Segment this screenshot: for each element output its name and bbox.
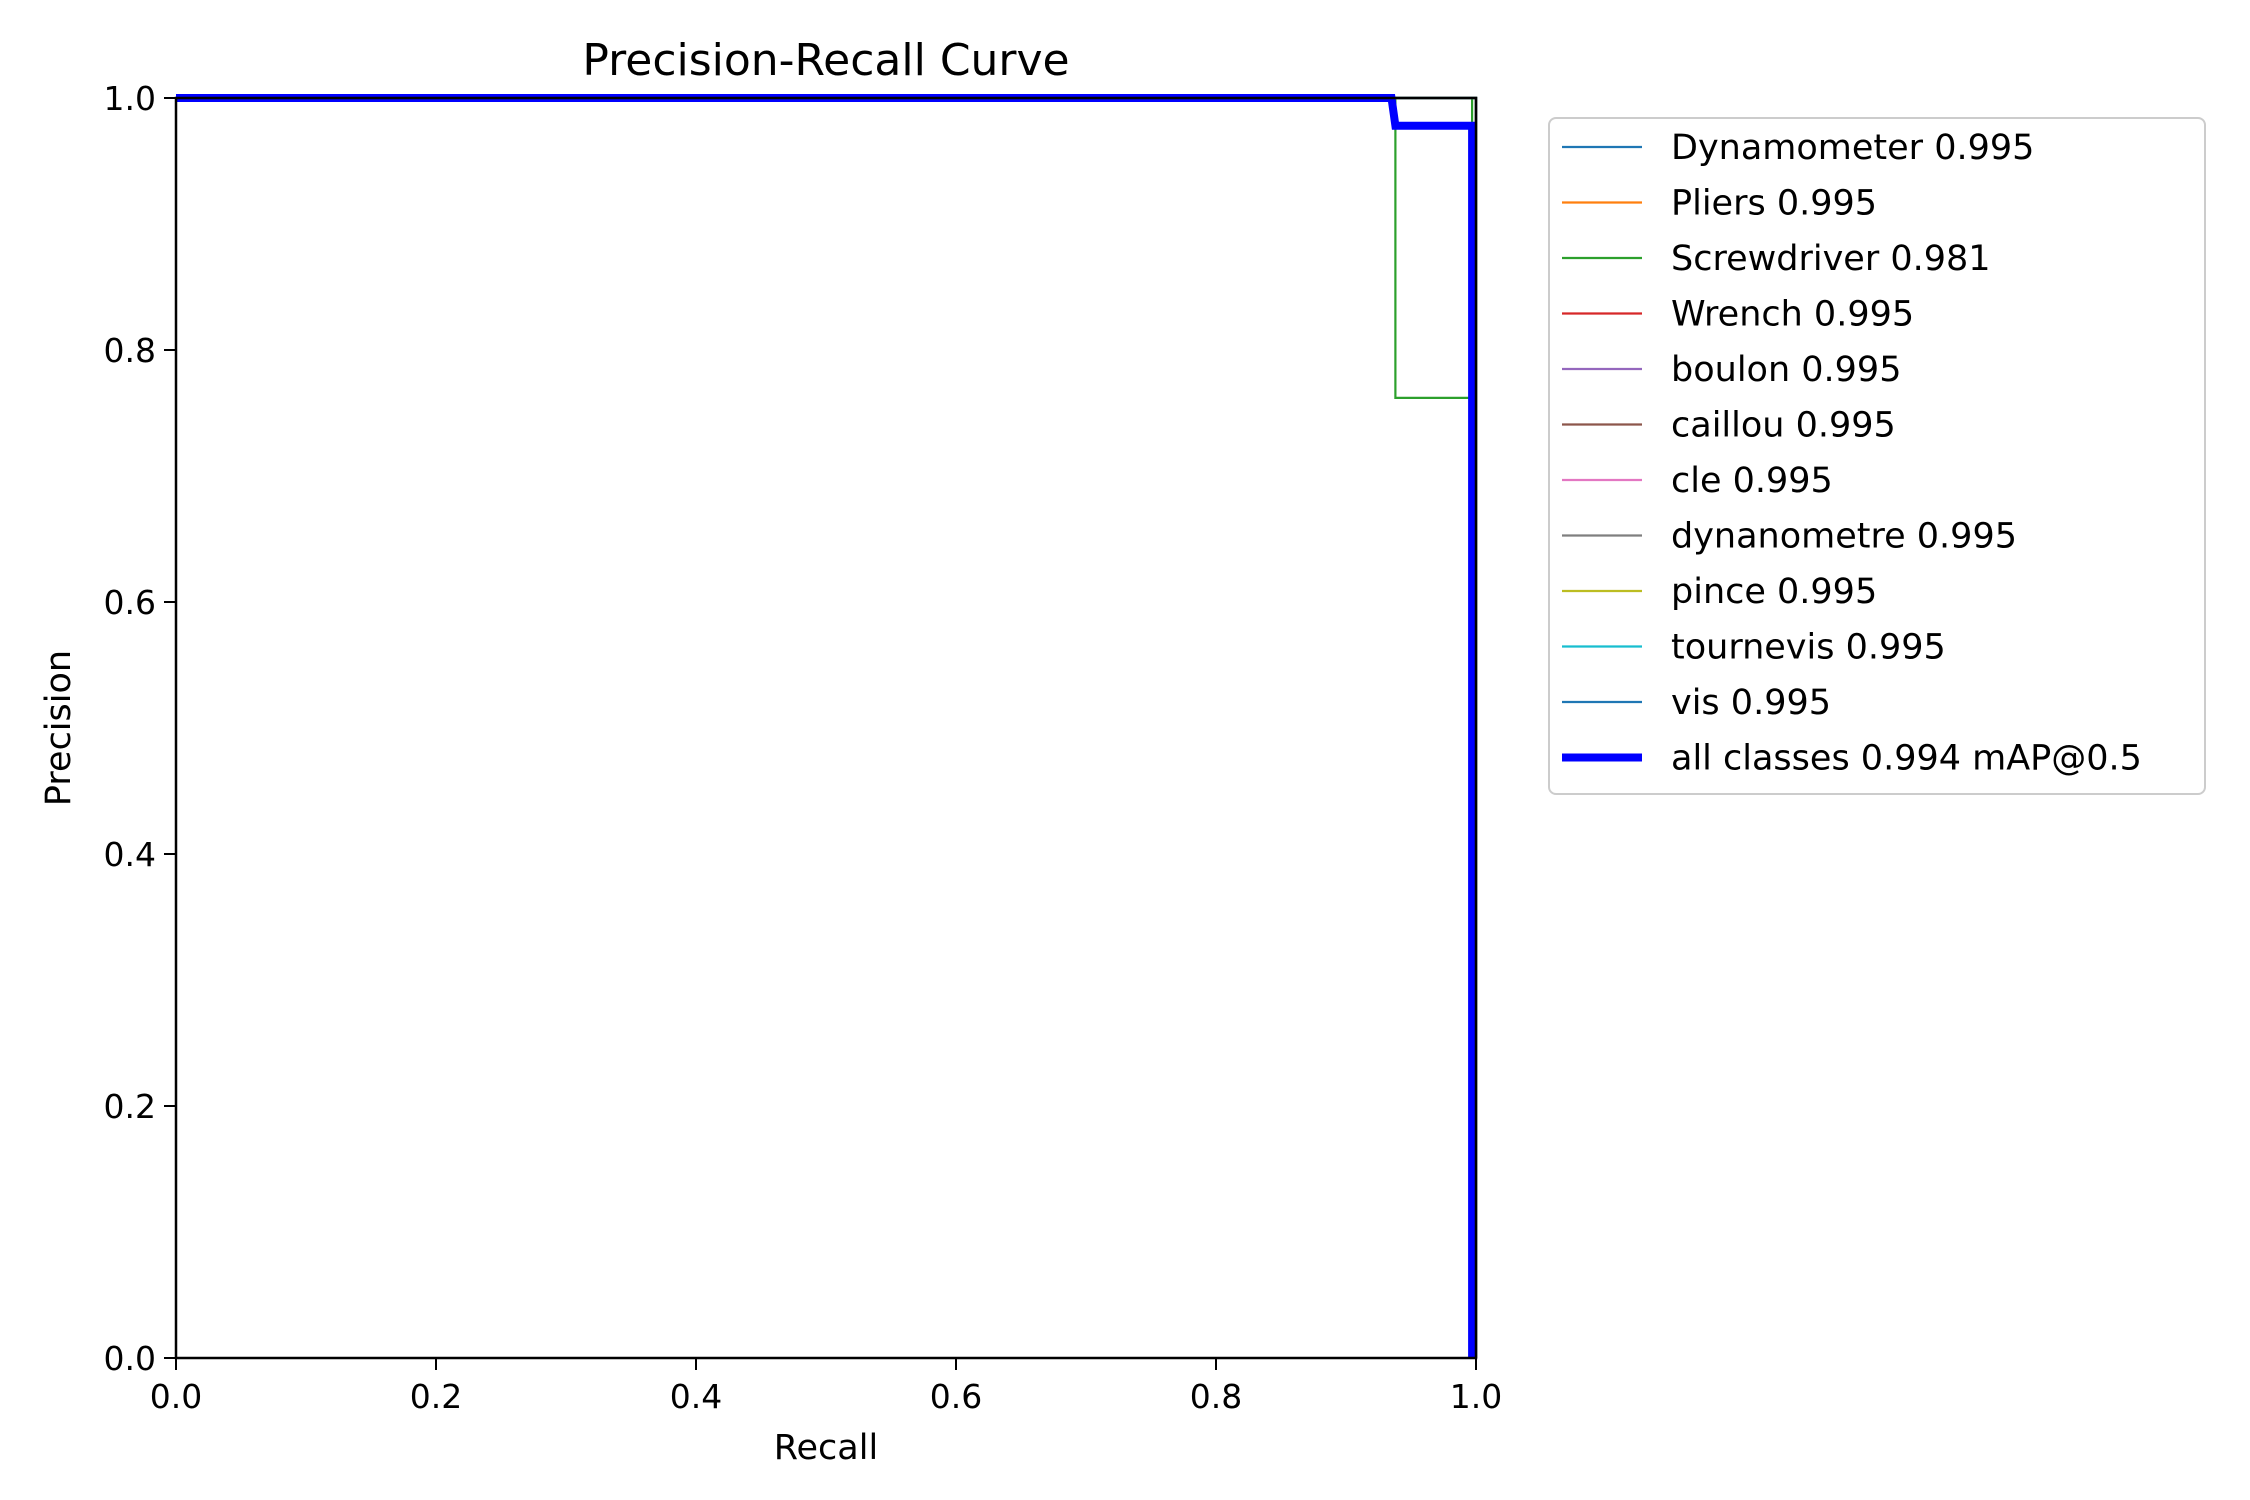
x-tick-label: 0.4: [670, 1377, 722, 1416]
chart-title: Precision-Recall Curve: [582, 35, 1069, 86]
legend-label-5: caillou 0.995: [1671, 406, 1896, 446]
series-line-3: [176, 96, 1478, 1358]
series-line-4: [176, 96, 1478, 1358]
legend-label-0: Dynamometer 0.995: [1671, 128, 2034, 168]
series-line-0: [176, 96, 1478, 1358]
y-tick-label: 1.0: [104, 79, 156, 118]
legend-label-3: Wrench 0.995: [1671, 295, 1914, 335]
y-axis-label: Precision: [39, 650, 79, 806]
legend-label-11: all classes 0.994 mAP@0.5: [1671, 739, 2142, 779]
x-tick-label: 0.8: [1190, 1377, 1242, 1416]
y-tick-label: 0.2: [104, 1087, 156, 1126]
legend-label-1: Pliers 0.995: [1671, 184, 1877, 224]
legend-label-7: dynanometre 0.995: [1671, 517, 2017, 557]
x-tick-label: 0.6: [930, 1377, 982, 1416]
series-line-8: [176, 96, 1478, 1358]
legend-label-4: boulon 0.995: [1671, 350, 1901, 390]
x-tick-label: 1.0: [1450, 1377, 1502, 1416]
series-line-6: [176, 96, 1478, 1358]
series-line-11: [176, 94, 1477, 1358]
y-tick-label: 0.8: [104, 331, 156, 370]
legend-label-8: pince 0.995: [1671, 572, 1877, 612]
legend-box: [1548, 117, 2206, 795]
legend: Dynamometer 0.995 Pliers 0.995 Screwdriver…: [1548, 117, 2206, 795]
series-line-9: [176, 96, 1478, 1358]
series-line-5: [176, 96, 1478, 1358]
x-axis-ticks: 0.0 0.2 0.4 0.6 0.8 1.0: [150, 1358, 1502, 1416]
x-tick-label: 0.2: [410, 1377, 462, 1416]
series-line-1: [176, 96, 1478, 1358]
y-axis-ticks: 0.0 0.2 0.4 0.6 0.8 1.0: [104, 79, 176, 1378]
series-line-7: [176, 96, 1478, 1358]
legend-label-10: vis 0.995: [1671, 683, 1831, 723]
x-axis-label: Recall: [774, 1428, 878, 1468]
y-tick-label: 0.6: [104, 583, 156, 622]
series-line-2: [176, 96, 1478, 1358]
legend-label-6: cle 0.995: [1671, 461, 1833, 501]
legend-label-2: Screwdriver 0.981: [1671, 239, 1991, 279]
legend-label-9: tournevis 0.995: [1671, 628, 1946, 668]
y-tick-label: 0.0: [104, 1339, 156, 1378]
plot-lines: [176, 94, 1478, 1358]
series-line-10: [176, 96, 1478, 1358]
x-tick-label: 0.0: [150, 1377, 202, 1416]
y-tick-label: 0.4: [104, 835, 156, 874]
plot-frame: [174, 96, 1478, 1360]
